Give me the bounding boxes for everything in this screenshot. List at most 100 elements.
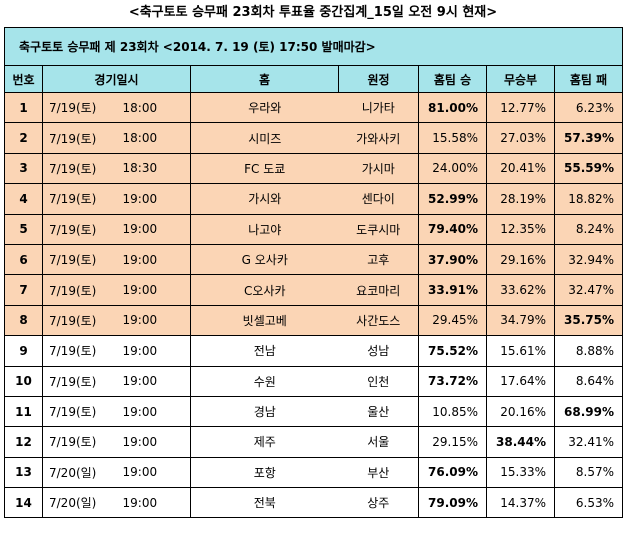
draw-rate: 38.44% xyxy=(486,426,555,458)
away-team: 가시마 xyxy=(338,152,419,185)
home-team: 수원 xyxy=(190,365,339,397)
row-number: 3 xyxy=(4,152,43,185)
home-win-rate: 15.58% xyxy=(418,122,487,154)
home-loss-rate: 32.47% xyxy=(554,274,623,306)
home-team: 전남 xyxy=(190,335,339,367)
away-team: 센다이 xyxy=(338,183,419,215)
row-number: 10 xyxy=(4,365,43,397)
home-loss-rate: 8.24% xyxy=(554,213,623,245)
match-time: 18:00 xyxy=(118,122,191,154)
draw-rate: 14.37% xyxy=(486,487,555,519)
header-home: 홈 xyxy=(190,65,339,93)
away-team: 부산 xyxy=(338,456,419,489)
row-number: 14 xyxy=(4,487,43,519)
home-win-rate: 24.00% xyxy=(418,152,487,185)
round-banner: 축구토토 승무패 제 23회차 <2014. 7. 19 (토) 17:50 발… xyxy=(4,27,623,66)
away-team: 성남 xyxy=(338,335,419,367)
header-home-win: 홈팀 승 xyxy=(418,65,487,93)
draw-rate: 29.16% xyxy=(486,243,555,276)
table-row: 5 7/19(토) 19:00 나고야 도쿠시마 79.40% 12.35% 8.24% xyxy=(4,213,623,245)
draw-rate: 12.77% xyxy=(486,91,555,124)
home-team: 빗셀고베 xyxy=(190,304,339,337)
match-date: 7/19(토) xyxy=(42,365,119,397)
header-away: 원정 xyxy=(338,65,419,93)
home-team: 시미즈 xyxy=(190,122,339,154)
home-win-rate: 52.99% xyxy=(418,183,487,215)
home-loss-rate: 6.23% xyxy=(554,91,623,124)
match-date: 7/19(토) xyxy=(42,91,119,124)
match-date: 7/19(토) xyxy=(42,274,119,306)
column-header-row: 번호 경기일시 홈 원정 홈팀 승 무승부 홈팀 패 xyxy=(4,65,623,93)
home-win-rate: 10.85% xyxy=(418,395,487,428)
match-date: 7/20(일) xyxy=(42,456,119,489)
row-number: 8 xyxy=(4,304,43,337)
row-number: 13 xyxy=(4,456,43,489)
match-date: 7/19(토) xyxy=(42,395,119,428)
draw-rate: 28.19% xyxy=(486,183,555,215)
match-time: 19:00 xyxy=(118,243,191,276)
home-loss-rate: 32.41% xyxy=(554,426,623,458)
match-date: 7/20(일) xyxy=(42,487,119,519)
draw-rate: 15.33% xyxy=(486,456,555,489)
match-time: 19:00 xyxy=(118,183,191,215)
match-date: 7/19(토) xyxy=(42,152,119,185)
away-team: 가와사키 xyxy=(338,122,419,154)
home-win-rate: 79.09% xyxy=(418,487,487,519)
table-row: 12 7/19(토) 19:00 제주 서울 29.15% 38.44% 32.41% xyxy=(4,426,623,458)
header-draw: 무승부 xyxy=(486,65,555,93)
draw-rate: 27.03% xyxy=(486,122,555,154)
home-win-rate: 81.00% xyxy=(418,91,487,124)
table-row: 10 7/19(토) 19:00 수원 인천 73.72% 17.64% 8.64% xyxy=(4,365,623,397)
row-number: 6 xyxy=(4,243,43,276)
row-number: 1 xyxy=(4,91,43,124)
table-row: 3 7/19(토) 18:30 FC 도쿄 가시마 24.00% 20.41% 55.59% xyxy=(4,152,623,185)
match-date: 7/19(토) xyxy=(42,183,119,215)
away-team: 도쿠시마 xyxy=(338,213,419,245)
away-team: 상주 xyxy=(338,487,419,519)
away-team: 사간도스 xyxy=(338,304,419,337)
draw-rate: 20.16% xyxy=(486,395,555,428)
home-win-rate: 37.90% xyxy=(418,243,487,276)
table-row: 14 7/20(일) 19:00 전북 상주 79.09% 14.37% 6.53% xyxy=(4,487,623,519)
home-loss-rate: 32.94% xyxy=(554,243,623,276)
home-team: 나고야 xyxy=(190,213,339,245)
table-row: 8 7/19(토) 19:00 빗셀고베 사간도스 29.45% 34.79% 35.75% xyxy=(4,304,623,337)
home-loss-rate: 55.59% xyxy=(554,152,623,185)
match-time: 19:00 xyxy=(118,395,191,428)
away-team: 니가타 xyxy=(338,91,419,124)
match-time: 19:00 xyxy=(118,274,191,306)
page-title: <축구토토 승무패 23회차 투표율 중간집계_15일 오전 9시 현재> xyxy=(128,5,498,20)
home-loss-rate: 18.82% xyxy=(554,183,623,215)
home-team: 우라와 xyxy=(190,91,339,124)
home-loss-rate: 8.64% xyxy=(554,365,623,397)
row-number: 12 xyxy=(4,426,43,458)
draw-rate: 15.61% xyxy=(486,335,555,367)
row-number: 7 xyxy=(4,274,43,306)
table-row: 9 7/19(토) 19:00 전남 성남 75.52% 15.61% 8.88% xyxy=(4,335,623,367)
home-loss-rate: 68.99% xyxy=(554,395,623,428)
match-date: 7/19(토) xyxy=(42,304,119,337)
row-number: 11 xyxy=(4,395,43,428)
home-win-rate: 29.15% xyxy=(418,426,487,458)
home-loss-rate: 35.75% xyxy=(554,304,623,337)
home-win-rate: 33.91% xyxy=(418,274,487,306)
table-row: 4 7/19(토) 19:00 가시와 센다이 52.99% 28.19% 18.82% xyxy=(4,183,623,215)
match-date: 7/19(토) xyxy=(42,213,119,245)
draw-rate: 33.62% xyxy=(486,274,555,306)
match-date: 7/19(토) xyxy=(42,426,119,458)
away-team: 요코마리 xyxy=(338,274,419,306)
table-row: 1 7/19(토) 18:00 우라와 니가타 81.00% 12.77% 6.23% xyxy=(4,91,623,124)
header-datetime: 경기일시 xyxy=(42,65,191,93)
draw-rate: 34.79% xyxy=(486,304,555,337)
match-time: 19:00 xyxy=(118,426,191,458)
table-row: 2 7/19(토) 18:00 시미즈 가와사키 15.58% 27.03% 57.39% xyxy=(4,122,623,154)
match-time: 19:00 xyxy=(118,304,191,337)
home-loss-rate: 8.57% xyxy=(554,456,623,489)
match-time: 18:30 xyxy=(118,152,191,185)
away-team: 울산 xyxy=(338,395,419,428)
home-team: G 오사카 xyxy=(190,243,339,276)
draw-rate: 20.41% xyxy=(486,152,555,185)
table-row: 13 7/20(일) 19:00 포항 부산 76.09% 15.33% 8.57% xyxy=(4,456,623,489)
draw-rate: 17.64% xyxy=(486,365,555,397)
draw-rate: 12.35% xyxy=(486,213,555,245)
